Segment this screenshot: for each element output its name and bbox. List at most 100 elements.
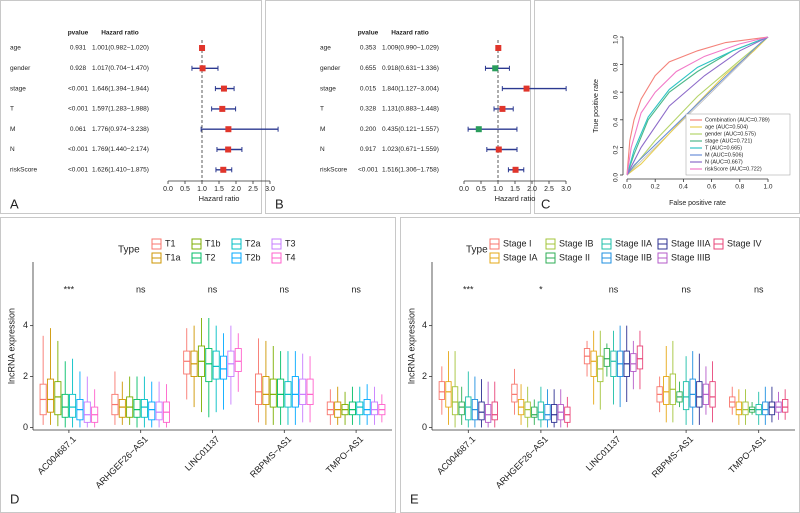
x-tick-label: 1.0 bbox=[493, 186, 503, 193]
panel-frame bbox=[534, 0, 800, 214]
legend-label: M (AUC=0.506) bbox=[705, 152, 744, 158]
significance-label: ns bbox=[136, 284, 146, 294]
panel-frame bbox=[0, 0, 262, 214]
x-tick-label: AC004687.1 bbox=[36, 434, 78, 476]
row-label: stage bbox=[320, 85, 336, 92]
y-tick-label: 0 bbox=[23, 422, 28, 432]
row-label: M bbox=[10, 126, 15, 133]
box bbox=[709, 381, 716, 408]
box bbox=[537, 401, 545, 421]
x-tick-label: TMPO−AS1 bbox=[324, 434, 365, 475]
x-tick-label: 0.4 bbox=[679, 184, 688, 191]
significance-label: ns bbox=[280, 284, 290, 294]
x-tick-label: 1.5 bbox=[214, 186, 224, 193]
x-tick-label: 2.5 bbox=[248, 186, 258, 193]
x-tick-label: 1.0 bbox=[197, 186, 207, 193]
box bbox=[458, 401, 465, 416]
box bbox=[445, 381, 452, 408]
p-value: 0.015 bbox=[360, 85, 377, 92]
significance-label: ns bbox=[754, 284, 764, 294]
y-tick-label: 0.6 bbox=[613, 90, 620, 99]
hazard-ratio-label: 1.017(0.704−1.470) bbox=[92, 65, 149, 72]
legend-label: T1 bbox=[165, 238, 176, 248]
hazard-ratio-label: 1.840(1.127−3.004) bbox=[382, 85, 439, 92]
box bbox=[46, 378, 55, 413]
hazard-ratio-label: 1.001(0.982−1.020) bbox=[92, 45, 149, 52]
x-tick-label: TMPO−AS1 bbox=[727, 434, 768, 475]
significance-label: *** bbox=[64, 284, 75, 294]
box bbox=[484, 404, 492, 423]
box bbox=[61, 393, 69, 418]
row-label: stage bbox=[10, 85, 26, 92]
row-label: gender bbox=[320, 65, 341, 72]
y-tick-label: 4 bbox=[422, 320, 427, 330]
legend-label: Stage IA bbox=[503, 252, 538, 262]
x-tick-label: 0.0 bbox=[459, 186, 469, 193]
legend-label: T1b bbox=[205, 238, 221, 248]
legend-label: gender (AUC=0.575) bbox=[705, 131, 756, 137]
box bbox=[220, 355, 228, 380]
panel-frame bbox=[265, 0, 531, 214]
legend-label: T1a bbox=[165, 252, 181, 262]
box bbox=[234, 348, 242, 372]
x-tick-label: 0.6 bbox=[707, 184, 716, 191]
x-tick-label: 0.0 bbox=[163, 186, 173, 193]
x-tick-label: 1.5 bbox=[510, 186, 520, 193]
y-tick-label: 0 bbox=[422, 422, 427, 432]
x-tick-label: 2.0 bbox=[231, 186, 241, 193]
box bbox=[291, 376, 299, 408]
hazard-ratio-label: 1.646(1.394−1.944) bbox=[92, 85, 149, 92]
x-axis-title: Hazard ratio bbox=[199, 194, 240, 203]
hazard-ratio-point bbox=[220, 166, 227, 173]
box bbox=[83, 401, 91, 423]
row-label: age bbox=[10, 45, 21, 52]
hazard-ratio-point bbox=[219, 105, 226, 112]
y-axis-title: lncRNA expression bbox=[406, 308, 416, 384]
box bbox=[326, 401, 334, 416]
column-header: pvalue bbox=[358, 30, 379, 37]
x-tick-label: LINC01137 bbox=[584, 434, 623, 473]
legend-label: T (AUC=0.665) bbox=[705, 145, 742, 151]
box bbox=[550, 404, 558, 423]
legend-label: Stage IIIA bbox=[671, 238, 711, 248]
box bbox=[478, 401, 485, 421]
row-label: T bbox=[10, 106, 14, 113]
p-value: 0.928 bbox=[70, 65, 87, 72]
p-value: 0.200 bbox=[360, 126, 377, 133]
hazard-ratio-label: 1.131(0.883−1.448) bbox=[382, 106, 439, 113]
legend-label: Stage II bbox=[559, 252, 590, 262]
legend-label: N (AUC=0.667) bbox=[705, 159, 743, 165]
hazard-ratio-point bbox=[475, 126, 482, 133]
x-tick-label: 3.0 bbox=[561, 186, 571, 193]
legend-label: T2 bbox=[205, 252, 216, 262]
p-value: 0.061 bbox=[70, 126, 87, 133]
box bbox=[735, 401, 743, 416]
legend-label: Stage IIA bbox=[615, 238, 652, 248]
x-tick-label: LINC01137 bbox=[183, 434, 222, 473]
legend-label: Combination (AUC=0.789) bbox=[705, 117, 770, 123]
y-tick-label: 0.4 bbox=[613, 117, 620, 126]
legend-label: Stage I bbox=[503, 238, 532, 248]
legend-label: Stage IV bbox=[727, 238, 762, 248]
box bbox=[269, 378, 277, 408]
p-value: <0.001 bbox=[358, 167, 378, 174]
p-value: <0.001 bbox=[68, 146, 88, 153]
hazard-ratio-label: 1.597(1.283−1.988) bbox=[92, 106, 149, 113]
x-axis-title: False positive rate bbox=[669, 200, 726, 207]
significance-label: ns bbox=[351, 284, 361, 294]
box bbox=[636, 345, 644, 370]
legend-label: age (AUC=0.504) bbox=[705, 124, 748, 130]
x-tick-label: ARHGEF26−AS1 bbox=[93, 434, 149, 490]
hazard-ratio-label: 1.776(0.974−3.238) bbox=[92, 126, 149, 133]
x-tick-label: 2.0 bbox=[527, 186, 537, 193]
diagonal bbox=[626, 36, 769, 176]
p-value: 0.655 bbox=[360, 65, 377, 72]
hazard-ratio-point bbox=[523, 85, 530, 92]
box bbox=[742, 401, 749, 416]
box bbox=[451, 386, 459, 416]
roc-curve bbox=[626, 36, 769, 176]
box bbox=[696, 381, 703, 408]
row-label: T bbox=[320, 106, 324, 113]
box bbox=[663, 376, 670, 405]
